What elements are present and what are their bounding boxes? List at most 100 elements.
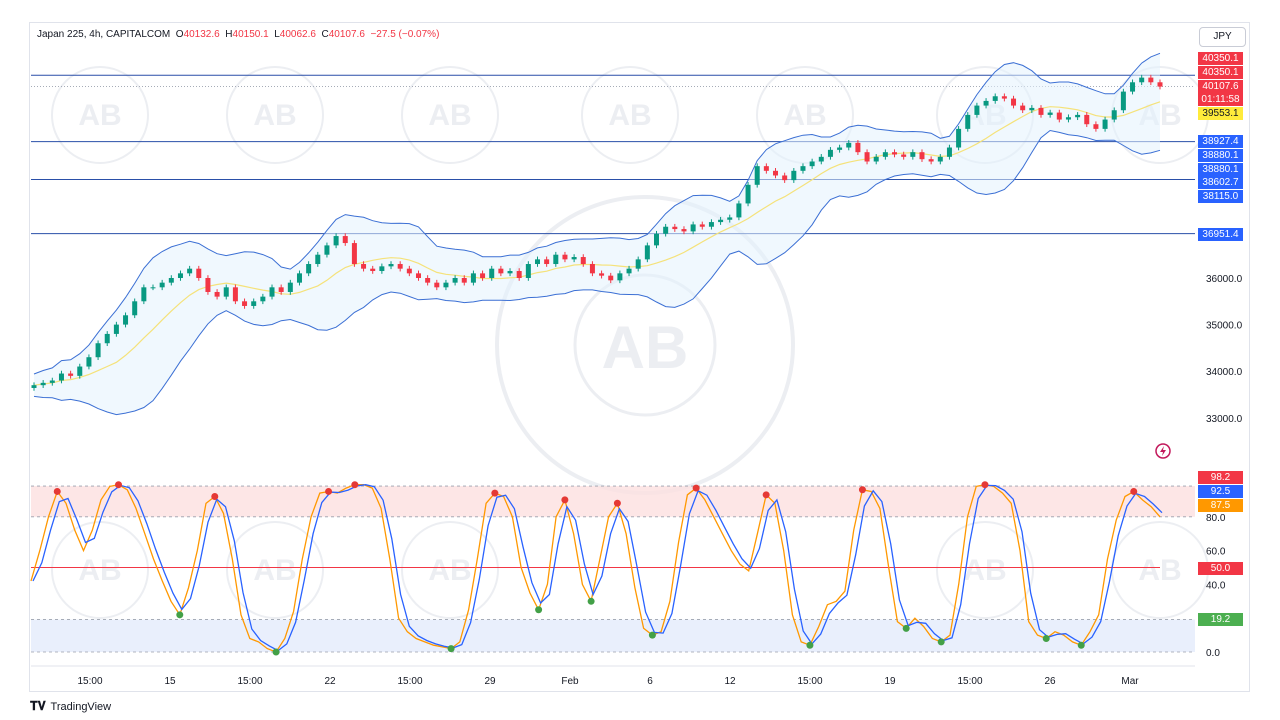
footer-brand[interactable]: 𝐓𝐕 TradingView [30, 699, 111, 714]
candle-body [461, 278, 467, 283]
candle-body [1047, 112, 1053, 115]
stoch-peak-dot [53, 487, 61, 495]
high-value: 40150.1 [232, 29, 269, 40]
chart-frame [29, 22, 1250, 692]
candle-body [534, 259, 540, 265]
stoch-trough-dot [447, 645, 455, 653]
candle-body [333, 236, 339, 246]
candle-body [40, 382, 46, 386]
candle-body [1001, 96, 1007, 99]
candle-body [644, 245, 650, 260]
candle-body [800, 166, 806, 171]
candle-body [809, 161, 815, 167]
price-tag: 39553.1 [1198, 107, 1243, 120]
candle-body [846, 142, 852, 148]
candle-body [77, 366, 83, 376]
candle-body [635, 259, 641, 269]
price-tag: 40350.1 [1198, 66, 1243, 79]
oversold-zone [31, 619, 1195, 652]
price-tick-label: 35000.0 [1206, 321, 1243, 332]
candle-body [946, 147, 952, 157]
candle-body [434, 282, 440, 288]
candle-body [690, 224, 696, 232]
stoch-peak-dot [981, 481, 989, 489]
candle-body [580, 257, 586, 265]
candle-body [837, 147, 843, 150]
candle-body [1065, 117, 1071, 120]
bolt-icon[interactable] [1154, 442, 1172, 460]
candle-body [141, 287, 147, 302]
stoch-peak-dot [561, 496, 569, 504]
stoch-trough-dot [648, 631, 656, 639]
price-tag: 38602.7 [1198, 176, 1243, 189]
candle-body [397, 264, 403, 269]
bollinger-upper [33, 52, 1161, 375]
candle-body [983, 100, 989, 106]
candle-body [187, 268, 193, 274]
candle-body [168, 278, 174, 283]
candle-body [626, 268, 632, 274]
stoch-d-line [32, 484, 1163, 652]
open-value: 40132.6 [183, 29, 220, 40]
stoch-tag: 92.5 [1198, 485, 1243, 498]
candle-body [315, 254, 321, 265]
candle-body [1111, 110, 1117, 120]
candle-body [68, 373, 74, 376]
candle-body [965, 114, 971, 129]
candle-body [974, 105, 980, 115]
price-tag: 01:11:58 [1198, 93, 1243, 106]
stoch-trough-dot [272, 648, 280, 656]
candle-body [379, 266, 385, 272]
candle-body [296, 273, 302, 283]
candle-body [727, 217, 733, 220]
x-tick-label: 29 [484, 676, 496, 687]
candle-body [599, 273, 605, 276]
candle-body [525, 264, 531, 278]
price-tick-label: 34000.0 [1206, 367, 1243, 378]
candle-body [132, 301, 138, 316]
candle-body [992, 96, 998, 101]
candle-body [1038, 107, 1044, 115]
candle-body [516, 271, 522, 278]
candle-body [269, 287, 275, 297]
candle-body [361, 264, 367, 269]
stoch-peak-dot [1130, 487, 1138, 495]
candle-body [150, 287, 156, 289]
candle-body [928, 159, 934, 162]
candle-body [324, 245, 330, 255]
candle-body [205, 278, 211, 292]
close-value: 40107.6 [328, 29, 365, 40]
candle-body [864, 152, 870, 162]
stoch-k-line [30, 484, 1161, 653]
price-pane [31, 52, 1195, 416]
candle-body [589, 264, 595, 274]
candle-body [1157, 82, 1163, 87]
candle-body [544, 259, 550, 265]
currency-button[interactable]: JPY [1199, 27, 1246, 47]
candle-body [123, 315, 129, 325]
tradingview-logo-icon: 𝐓𝐕 [30, 699, 46, 713]
candle-body [754, 166, 760, 185]
candle-body [287, 282, 293, 292]
brand-label: TradingView [50, 701, 112, 713]
candle-body [31, 385, 37, 388]
stochastic-pane [30, 481, 1195, 656]
candle-body [498, 268, 504, 274]
candle-body [818, 156, 824, 162]
overbought-zone [31, 486, 1195, 517]
x-tick-label: Feb [561, 676, 579, 687]
moving-average [33, 101, 1161, 386]
candle-body [1148, 77, 1154, 83]
candle-body [415, 273, 421, 278]
price-tag: 40350.1 [1198, 52, 1243, 65]
stoch-trough-dot [176, 611, 184, 619]
stoch-peak-dot [762, 491, 770, 499]
candle-body [708, 222, 714, 227]
candle-body [113, 324, 119, 334]
candle-body [1084, 114, 1090, 125]
candle-body [827, 149, 833, 157]
candle-body [763, 166, 769, 171]
stoch-tick-label: 0.0 [1206, 648, 1220, 659]
stoch-peak-dot [351, 481, 359, 489]
